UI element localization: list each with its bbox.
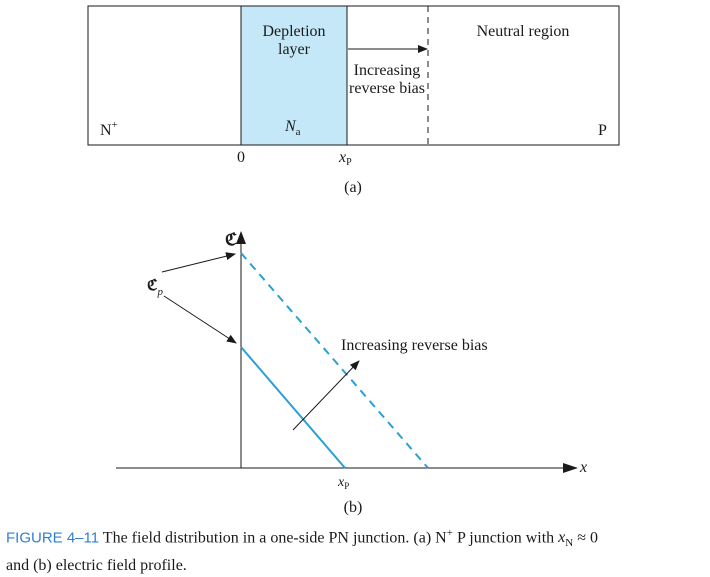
panel-a: Depletion layer Neutral region Increasin… bbox=[87, 5, 620, 196]
xp-tick-label: xP bbox=[337, 475, 349, 491]
ep-arrow-to-solid-peak bbox=[163, 295, 237, 344]
x-axis-arrowhead bbox=[563, 463, 578, 473]
increasing-bias-arrow-b bbox=[292, 360, 360, 431]
junction-box bbox=[87, 5, 620, 146]
tick-zero: 0 bbox=[237, 149, 245, 166]
increasing-bias-label-b: Increasing reverse bias bbox=[341, 337, 488, 354]
n-plus-label: N+ bbox=[100, 119, 118, 139]
x-axis-label: x bbox=[579, 459, 587, 476]
caption-text-3: ≈ 0 bbox=[573, 529, 598, 547]
caption-text-2: P junction with bbox=[452, 529, 559, 547]
ep-arrow-to-dashed-peak bbox=[161, 252, 236, 273]
peak-field-label: ℭp bbox=[147, 278, 164, 298]
field-axis-arrowhead bbox=[236, 231, 246, 244]
field-profile-dashed bbox=[240, 252, 429, 469]
field-axis-label: ℭ bbox=[225, 230, 237, 249]
caption-xn: xN bbox=[558, 529, 574, 550]
tick-xp: xP bbox=[338, 149, 352, 168]
field-profile-solid bbox=[240, 346, 346, 469]
depletion-label-line1: Depletion bbox=[262, 23, 325, 40]
depletion-label-line2: layer bbox=[278, 41, 311, 58]
increasing-label-line2: reverse bias bbox=[349, 80, 425, 97]
neutral-region-label: Neutral region bbox=[477, 23, 570, 40]
figure-caption: FIGURE 4–11 The field distribution in a … bbox=[6, 522, 706, 577]
increasing-label-line1: Increasing bbox=[354, 62, 421, 79]
na-label: Na bbox=[284, 118, 301, 138]
caption-text-1: The field distribution in a one-side PN … bbox=[99, 529, 447, 547]
caption-sup-plus: + bbox=[446, 527, 453, 539]
p-region-label: P bbox=[598, 122, 607, 139]
panel-a-caption: (a) bbox=[344, 179, 362, 196]
figure-label: FIGURE 4–11 bbox=[6, 529, 100, 547]
caption-line-2: and (b) electric field profile. bbox=[6, 556, 187, 574]
panel-b: ℭ x ℭp Increasing reverse bias xP (b) bbox=[116, 230, 587, 516]
depletion-region bbox=[241, 6, 347, 145]
panel-b-caption: (b) bbox=[344, 499, 363, 516]
